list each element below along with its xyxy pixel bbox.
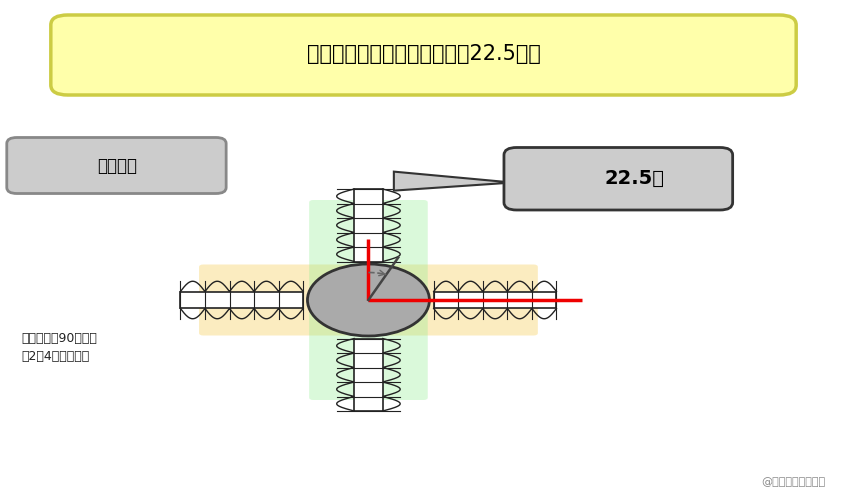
Bar: [354, 338, 383, 411]
Bar: [180, 292, 303, 308]
FancyBboxPatch shape: [504, 148, 733, 210]
Polygon shape: [394, 172, 512, 190]
Bar: [354, 189, 383, 262]
FancyBboxPatch shape: [51, 15, 796, 95]
FancyBboxPatch shape: [199, 264, 538, 336]
FancyBboxPatch shape: [309, 200, 428, 400]
Text: @稀土掴金技术社区: @稀土掴金技术社区: [761, 478, 826, 488]
Circle shape: [307, 264, 429, 336]
Text: 微步模式: 微步模式: [97, 156, 137, 174]
Text: 22.5度: 22.5度: [605, 169, 665, 188]
Bar: [434, 292, 556, 308]
Bar: [517, 168, 521, 192]
Text: 在微步模式下，转子每步旋转22.5度。: 在微步模式下，转子每步旋转22.5度。: [307, 44, 540, 64]
Text: 当步距角为90度和使
用2相4极电机时。: 当步距角为90度和使 用2相4极电机时。: [21, 332, 97, 362]
FancyBboxPatch shape: [7, 138, 226, 194]
